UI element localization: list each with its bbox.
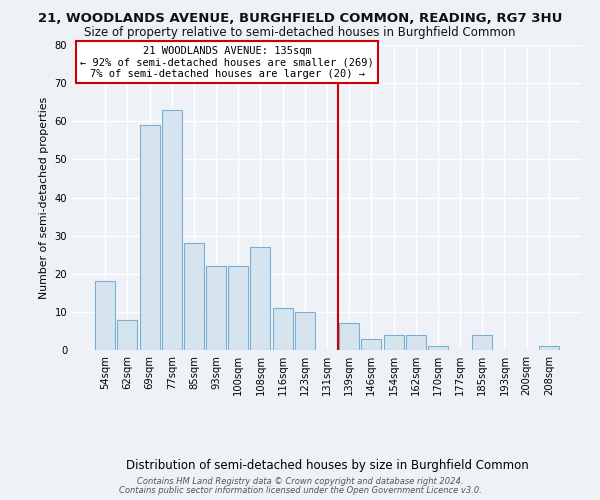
- Bar: [162, 110, 182, 350]
- Bar: [250, 247, 271, 350]
- Y-axis label: Number of semi-detached properties: Number of semi-detached properties: [39, 96, 49, 298]
- X-axis label: Distribution of semi-detached houses by size in Burghfield Common: Distribution of semi-detached houses by …: [125, 459, 529, 472]
- Bar: [184, 244, 204, 350]
- Text: Contains public sector information licensed under the Open Government Licence v3: Contains public sector information licen…: [119, 486, 481, 495]
- Bar: [140, 125, 160, 350]
- Bar: [339, 324, 359, 350]
- Bar: [472, 335, 492, 350]
- Bar: [228, 266, 248, 350]
- Bar: [406, 335, 426, 350]
- Bar: [118, 320, 137, 350]
- Bar: [539, 346, 559, 350]
- Text: Contains HM Land Registry data © Crown copyright and database right 2024.: Contains HM Land Registry data © Crown c…: [137, 477, 463, 486]
- Bar: [361, 338, 382, 350]
- Text: Size of property relative to semi-detached houses in Burghfield Common: Size of property relative to semi-detach…: [84, 26, 516, 39]
- Text: 21 WOODLANDS AVENUE: 135sqm
← 92% of semi-detached houses are smaller (269)
7% o: 21 WOODLANDS AVENUE: 135sqm ← 92% of sem…: [80, 46, 374, 79]
- Bar: [272, 308, 293, 350]
- Bar: [383, 335, 404, 350]
- Bar: [295, 312, 315, 350]
- Bar: [428, 346, 448, 350]
- Bar: [206, 266, 226, 350]
- Bar: [95, 282, 115, 350]
- Text: 21, WOODLANDS AVENUE, BURGHFIELD COMMON, READING, RG7 3HU: 21, WOODLANDS AVENUE, BURGHFIELD COMMON,…: [38, 12, 562, 26]
